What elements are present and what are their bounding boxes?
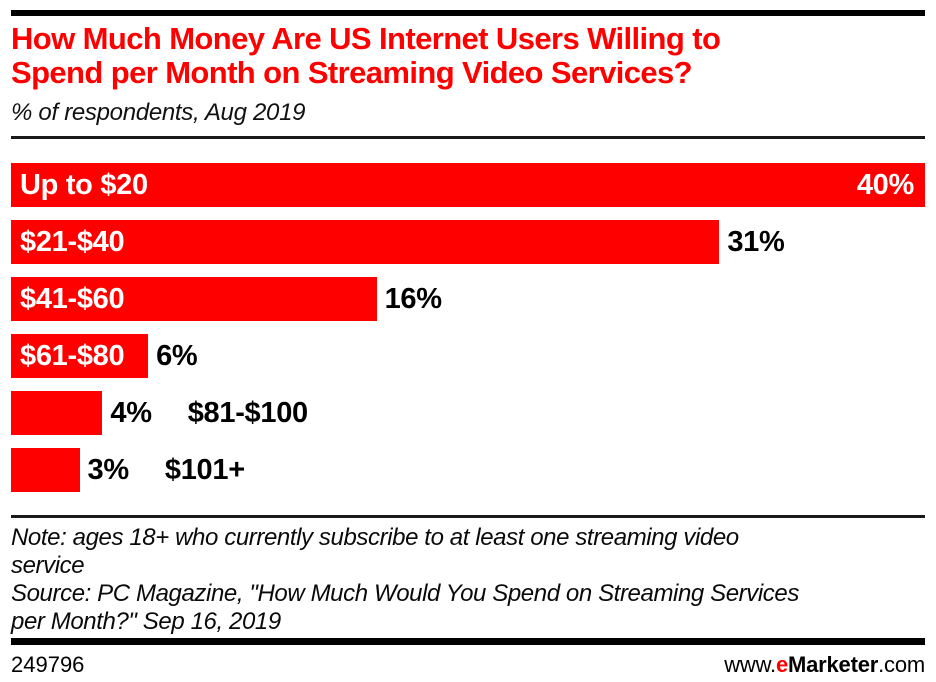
top-rule: [11, 10, 925, 16]
bar-value-label: 6%: [156, 339, 198, 372]
site-com: .com: [878, 652, 925, 677]
note-line-1: Note: ages 18+ who currently subscribe t…: [11, 524, 739, 551]
title-line-2: Spend per Month on Streaming Video Servi…: [11, 55, 693, 90]
bar-category-label: $61-$80: [20, 339, 125, 372]
bar-value-label: 3%: [87, 453, 130, 486]
bar-row: $41-$60 16%: [11, 277, 925, 321]
bar-value-label: 16%: [384, 282, 442, 315]
bar-row: 3% $101+: [11, 448, 925, 492]
bar-row: Up to $20 40%: [11, 163, 925, 207]
bar-value-label: 40%: [856, 168, 914, 201]
bar-category-label: $21-$40: [20, 225, 125, 258]
bar-category-label: $101+: [164, 453, 245, 486]
bar-value-label: 4%: [110, 396, 152, 429]
header-divider: [11, 136, 925, 139]
bar: $61-$80: [11, 334, 149, 378]
emarketer-e: e: [775, 652, 788, 677]
emarketer-brand: Marketer: [788, 652, 879, 677]
bar-category-label: $41-$60: [20, 282, 125, 315]
chart-title: How Much Money Are US Internet Users Wil…: [11, 22, 925, 90]
bar-category-label: $81-$100: [187, 396, 308, 429]
bar-category-label: Up to $20: [20, 168, 148, 201]
chart-id: 249796: [11, 652, 85, 677]
bar-row: $61-$80 6%: [11, 334, 925, 378]
title-line-1: How Much Money Are US Internet Users Wil…: [11, 21, 721, 56]
bar-value-label: 31%: [727, 225, 785, 258]
footer: 249796 www.eMarketer.com: [11, 652, 925, 678]
source-line-1: Source: PC Magazine, "How Much Would You…: [11, 580, 799, 607]
source-line-2: per Month?" Sep 16, 2019: [11, 608, 281, 635]
bar-row: $21-$40 31%: [11, 220, 925, 264]
bar: [11, 448, 80, 492]
bar: [11, 391, 103, 435]
bar: $41-$60: [11, 277, 377, 321]
bar-chart: Up to $20 40% $21-$40 31% $41-$60 16% $61-$80 6…: [11, 163, 925, 492]
bar: $21-$40: [11, 220, 720, 264]
emarketer-url: www.eMarketer.com: [724, 652, 925, 678]
bar-row: 4% $81-$100: [11, 391, 925, 435]
bottom-rule: [11, 638, 925, 645]
site-www: www.: [724, 652, 776, 677]
footnotes: Note: ages 18+ who currently subscribe t…: [11, 524, 925, 636]
footnote-divider: [11, 515, 925, 518]
chart-subtitle: % of respondents, Aug 2019: [11, 99, 306, 126]
bar: Up to $20 40%: [11, 163, 925, 207]
note-line-2: service: [11, 552, 85, 579]
